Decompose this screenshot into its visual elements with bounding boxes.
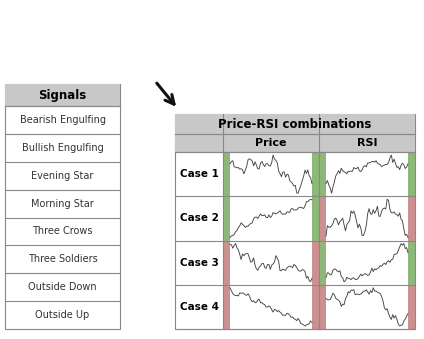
- Bar: [175, 114, 415, 134]
- Bar: [5, 84, 120, 106]
- Text: Three Soldiers: Three Soldiers: [28, 254, 98, 264]
- Text: Bearish Engulfing: Bearish Engulfing: [20, 115, 106, 125]
- Text: Outside Up: Outside Up: [35, 310, 89, 320]
- Text: Morning Star: Morning Star: [31, 199, 94, 208]
- Bar: [319, 240, 326, 285]
- Bar: [175, 114, 415, 329]
- Text: Case 2: Case 2: [179, 213, 218, 223]
- Text: Outside Down: Outside Down: [28, 282, 97, 292]
- Bar: [223, 152, 230, 196]
- Text: Bullish Engulfing: Bullish Engulfing: [22, 143, 103, 153]
- Bar: [312, 196, 319, 240]
- Bar: [175, 134, 415, 152]
- Bar: [223, 285, 230, 329]
- Bar: [312, 240, 319, 285]
- Text: Evening Star: Evening Star: [31, 171, 94, 181]
- Text: RSI: RSI: [357, 138, 377, 148]
- Bar: [408, 196, 415, 240]
- Text: Case 4: Case 4: [179, 302, 218, 312]
- Bar: [319, 196, 326, 240]
- Bar: [319, 285, 326, 329]
- Text: Three Crows: Three Crows: [32, 226, 93, 236]
- Bar: [408, 240, 415, 285]
- Bar: [312, 152, 319, 196]
- Bar: [319, 152, 326, 196]
- Text: Price-RSI combinations: Price-RSI combinations: [218, 118, 372, 131]
- Bar: [408, 152, 415, 196]
- Bar: [223, 240, 230, 285]
- Bar: [223, 196, 230, 240]
- Text: Signals: Signals: [39, 88, 86, 101]
- Bar: [312, 285, 319, 329]
- Bar: [5, 84, 120, 329]
- Text: Case 3: Case 3: [179, 258, 218, 267]
- Text: Case 1: Case 1: [179, 169, 218, 179]
- Bar: [408, 285, 415, 329]
- Text: Price: Price: [255, 138, 287, 148]
